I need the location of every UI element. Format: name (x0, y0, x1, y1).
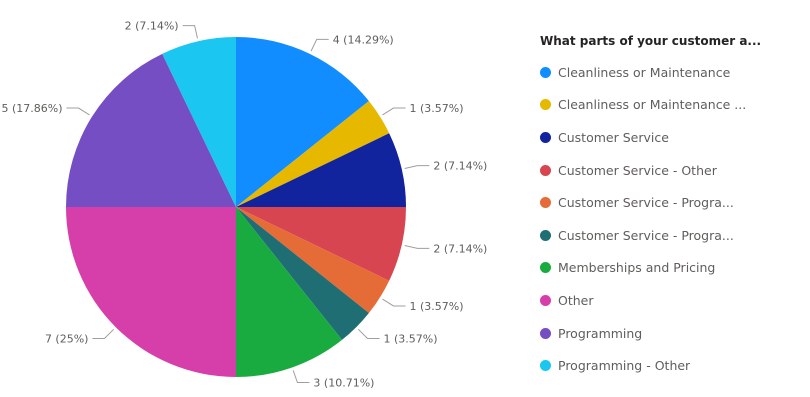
legend-label: Customer Service (558, 129, 669, 145)
leader-line (357, 328, 380, 340)
legend-item[interactable]: Programming - Other (540, 349, 808, 382)
pie-slice[interactable] (236, 207, 342, 377)
legend-swatch-icon (540, 131, 551, 143)
data-label: 5 (17.86%) (1, 102, 62, 115)
legend-item[interactable]: Cleanliness or Maintenance ... (540, 89, 808, 122)
pie-slice[interactable] (236, 133, 406, 207)
leader-line (404, 245, 430, 249)
legend-label: Cleanliness or Maintenance ... (558, 97, 747, 113)
pie-slice[interactable] (236, 101, 390, 207)
data-label: 1 (3.57%) (409, 300, 463, 313)
legend-label: Customer Service - Progra... (558, 227, 734, 243)
legend-swatch-icon (540, 164, 551, 176)
legend-item[interactable]: Customer Service (540, 121, 808, 154)
data-label: 2 (7.14%) (433, 242, 487, 255)
data-label: 2 (7.14%) (125, 20, 179, 33)
pie-chart-svg: 4 (14.29%) 1 (3.57%) 2 (7.14%) 2 (7.14%) 1 (… (1, 20, 487, 390)
legend-item[interactable]: Customer Service - Progra... (540, 219, 808, 252)
data-label: 7 (25%) (45, 333, 89, 346)
pie-slice[interactable] (236, 37, 369, 207)
data-label: 3 (10.71%) (313, 377, 374, 390)
legend-item[interactable]: Cleanliness or Maintenance (540, 56, 808, 89)
pie-slice[interactable] (236, 207, 406, 281)
legend-swatch-icon (540, 229, 551, 241)
legend-label: Cleanliness or Maintenance (558, 64, 731, 80)
pie-slice[interactable] (66, 207, 236, 377)
data-label: 4 (14.29%) (333, 33, 394, 46)
legend-swatch-icon (540, 66, 551, 78)
pie-slice[interactable] (66, 53, 236, 207)
leader-line (310, 38, 329, 52)
legend-swatch-icon (540, 262, 551, 274)
legend-items: Cleanliness or Maintenance Cleanliness or… (540, 56, 808, 382)
legend-label: Other (558, 292, 594, 308)
legend-title: What parts of your customer a... (540, 34, 762, 48)
legend-item[interactable]: Other (540, 284, 808, 317)
pie-slice[interactable] (236, 207, 390, 313)
leader-line (92, 328, 115, 340)
legend-item[interactable]: Customer Service - Other (540, 154, 808, 187)
leader-line (382, 107, 406, 116)
data-label: 1 (3.57%) (384, 333, 438, 346)
pie-slice[interactable] (162, 37, 236, 207)
data-label: 1 (3.57%) (409, 102, 463, 115)
legend-swatch-icon (540, 294, 551, 306)
legend-label: Customer Service - Other (558, 162, 717, 178)
legend-item[interactable]: Customer Service - Progra... (540, 186, 808, 219)
leader-line (404, 165, 430, 169)
legend-swatch-icon (540, 99, 551, 111)
legend-label: Programming - Other (558, 358, 691, 374)
leader-line (292, 370, 310, 384)
legend-swatch-icon (540, 360, 551, 372)
data-label: 2 (7.14%) (433, 160, 487, 173)
leader-line (382, 298, 406, 307)
pie-slice[interactable] (236, 207, 369, 340)
leader-line (66, 107, 90, 116)
leader-line (182, 25, 198, 39)
legend-label: Programming (558, 325, 643, 341)
legend-item[interactable]: Memberships and Pricing (540, 252, 808, 285)
legend-swatch-icon (540, 197, 551, 209)
legend: What parts of your customer a... Cleanli… (540, 34, 808, 382)
legend-label: Customer Service - Progra... (558, 195, 734, 211)
legend-label: Memberships and Pricing (558, 260, 716, 276)
legend-swatch-icon (540, 327, 551, 339)
legend-item[interactable]: Programming (540, 317, 808, 350)
